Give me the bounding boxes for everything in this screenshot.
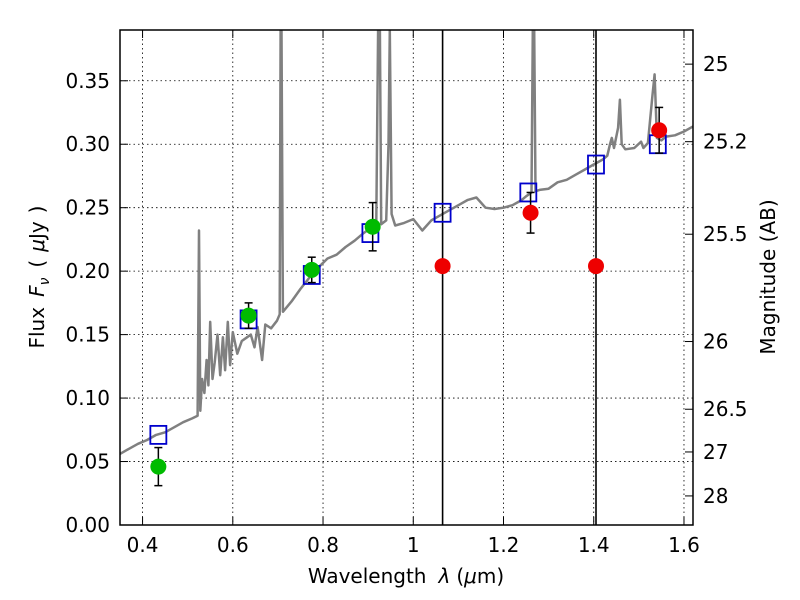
y2-tick-label: 25 (703, 52, 728, 76)
red-data-point (434, 258, 451, 275)
x-tick-label: 0.4 (127, 533, 159, 557)
green-data-point (150, 458, 167, 475)
y2-ticks: 25 25.2 25.5 26 26.5 27 28 (685, 52, 748, 508)
y2-tick-label: 25.5 (703, 222, 748, 246)
green-data-point (303, 261, 320, 278)
x-tick-label: 1 (407, 533, 420, 557)
x-axis-label: Wavelength λ (μm) (308, 564, 504, 588)
y-tick-label: 0.05 (65, 450, 110, 474)
y-tick-label: 0.10 (65, 386, 110, 410)
y-tick-label: 0.15 (65, 323, 110, 347)
x-tick-label: 1.6 (668, 533, 700, 557)
x-tick-label: 0.8 (307, 533, 339, 557)
y-tick-label: 0.35 (65, 69, 110, 93)
model-square-marker (519, 182, 538, 203)
model-square-marker (587, 154, 605, 175)
x-tick-label: 1.2 (488, 533, 520, 557)
spectrum-series (120, 30, 693, 455)
y-ticks: 0.00 0.05 0.10 0.15 0.20 0.25 0.30 0.35 (65, 69, 128, 537)
plot-frame (119, 29, 694, 526)
measurement-points (150, 122, 668, 475)
y-tick-label: 0.25 (65, 196, 110, 220)
y-tick-label: 0.30 (65, 132, 110, 156)
model-photometry-series (149, 134, 667, 445)
y2-tick-label: 26.5 (703, 397, 748, 421)
grid (120, 30, 693, 526)
green-data-point (364, 218, 381, 235)
x-tick-label: 0.6 (217, 533, 249, 557)
spectrum-line (120, 30, 693, 455)
x-tick-label: 1.4 (578, 533, 610, 557)
y2-axis-label: Magnitude (AB) (756, 199, 780, 354)
model-square-marker (433, 202, 452, 223)
y2-tick-label: 26 (703, 330, 728, 354)
model-square-marker (149, 424, 168, 445)
x-ticks: 0.4 0.6 0.8 1 1.2 1.4 1.6 (127, 30, 700, 557)
green-data-point (240, 307, 257, 324)
y-tick-label: 0.20 (65, 259, 110, 283)
error-bars (154, 106, 664, 487)
y-tick-label: 0.00 (65, 513, 110, 537)
y-axis-label: FluxFν(μJy) (25, 205, 53, 348)
vertical-lines (441, 30, 597, 525)
red-data-point (522, 204, 539, 221)
red-data-point (651, 122, 668, 139)
y2-tick-label: 28 (703, 484, 728, 508)
y2-tick-label: 25.2 (703, 130, 748, 154)
y2-tick-label: 27 (703, 440, 728, 464)
red-data-point (587, 258, 604, 275)
